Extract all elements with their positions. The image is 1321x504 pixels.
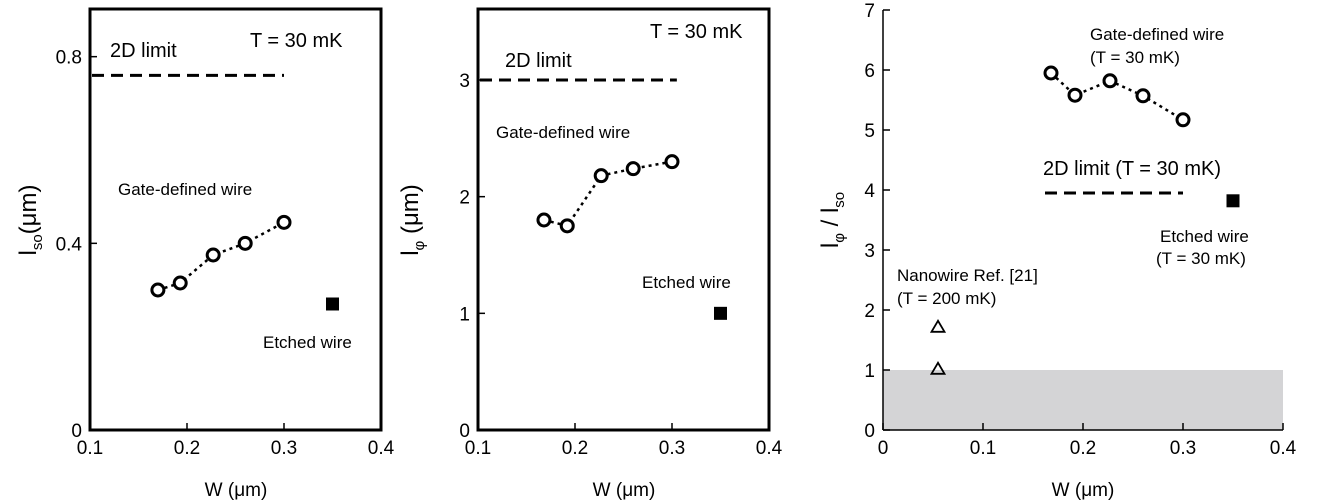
data-point-gate-defined — [1135, 88, 1151, 104]
y-tick-label: 0 — [71, 421, 82, 442]
data-point-gate-defined — [205, 247, 221, 263]
data-point-gate-defined — [237, 235, 253, 251]
y-tick-label: 6 — [864, 61, 875, 82]
x-tick-label: 0.1 — [970, 438, 996, 459]
x-tick-label: 0.3 — [1170, 438, 1196, 459]
y-tick-label: 4 — [864, 181, 875, 202]
y-tick-label: 2 — [459, 188, 470, 209]
y-axis-label: lφ (μm) — [397, 184, 428, 256]
y-axis-label: lso(μm) — [15, 185, 46, 256]
data-point-nanowire — [929, 361, 947, 375]
data-point-etched — [326, 297, 339, 311]
data-point-etched — [714, 306, 727, 320]
x-axis-label: W (μm) — [205, 480, 268, 501]
data-point-gate-defined — [150, 282, 166, 298]
x-axis-label: W (μm) — [593, 480, 656, 501]
temperature-label: T = 30 mK — [650, 21, 743, 43]
x-tick-label: 0.2 — [174, 438, 200, 459]
x-tick-label: 0.1 — [77, 438, 103, 459]
data-point-gate-defined — [1175, 112, 1191, 128]
gate-defined-wire-temperature: (T = 30 mK) — [1090, 48, 1180, 67]
data-point-gate-defined — [1102, 73, 1118, 89]
data-point-gate-defined — [664, 154, 680, 170]
data-point-gate-defined — [536, 212, 552, 228]
reference-line-label: 2D limit — [110, 40, 177, 62]
data-point-gate-defined — [593, 168, 609, 184]
nanowire-reference-label: Nanowire Ref. [21] — [897, 266, 1038, 285]
data-point-gate-defined — [625, 161, 641, 177]
etched-wire-temperature: (T = 30 mK) — [1156, 249, 1246, 268]
shaded-region — [883, 370, 1283, 430]
data-point-gate-defined — [559, 218, 575, 234]
x-tick-label: 0.3 — [271, 438, 297, 459]
reference-line-label: 2D limit — [505, 50, 572, 72]
data-point-etched — [1226, 194, 1240, 208]
gate-defined-wire-label: Gate-defined wire — [496, 123, 630, 142]
x-tick-label: 0.4 — [756, 438, 783, 459]
x-axis-label: W (μm) — [1052, 480, 1115, 501]
nanowire-reference-temperature: (T = 200 mK) — [897, 289, 996, 308]
temperature-label: T = 30 mK — [250, 30, 343, 52]
y-tick-label: 0 — [459, 421, 470, 442]
y-tick-label: 1 — [459, 304, 470, 325]
data-point-nanowire — [929, 319, 947, 333]
plot-frame — [88, 7, 383, 432]
x-tick-label: 0.1 — [465, 438, 491, 459]
etched-wire-label: Etched wire — [263, 333, 352, 352]
data-point-gate-defined — [1043, 65, 1059, 81]
data-point-gate-defined — [172, 275, 188, 291]
series-line-gate-defined — [157, 221, 285, 292]
etched-wire-label: Etched wire — [642, 273, 731, 292]
etched-wire-label: Etched wire — [1160, 227, 1249, 246]
y-tick-label: 0.8 — [56, 48, 82, 69]
panel-1-spin-orbit-length: 0.1 0.2 0.3 0.4 0 0.4 0.8 2D limit T = 30 mK G… — [15, 7, 395, 501]
plot-frame — [476, 7, 771, 432]
x-tick-label: 0.3 — [659, 438, 685, 459]
data-point-gate-defined — [1067, 87, 1083, 103]
x-tick-label: 0.4 — [1270, 438, 1297, 459]
gate-defined-wire-label: Gate-defined wire — [118, 180, 252, 199]
series-line-gate-defined — [543, 160, 673, 228]
reference-line-label: 2D limit (T = 30 mK) — [1043, 158, 1221, 180]
panel-2-phase-coherence-length: 0.1 0.2 0.3 0.4 0 1 2 3 2D limit T = 30 mK Gate… — [397, 7, 783, 501]
data-point-gate-defined — [276, 214, 292, 230]
y-tick-label: 2 — [864, 301, 875, 322]
x-tick-label: 0.4 — [368, 438, 395, 459]
x-tick-label: 0.2 — [562, 438, 588, 459]
y-tick-label: 5 — [864, 121, 875, 142]
gate-defined-wire-label: Gate-defined wire — [1090, 25, 1224, 44]
y-tick-label: 7 — [864, 1, 875, 22]
y-tick-label: 0.4 — [56, 234, 83, 255]
y-axis-label: lφ / lso — [817, 192, 848, 248]
y-tick-label: 0 — [864, 421, 875, 442]
x-tick-label: 0 — [878, 438, 889, 459]
x-tick-label: 0.2 — [1070, 438, 1096, 459]
y-tick-label: 3 — [864, 241, 875, 262]
y-tick-label: 1 — [864, 361, 875, 382]
y-tick-label: 3 — [459, 71, 470, 92]
